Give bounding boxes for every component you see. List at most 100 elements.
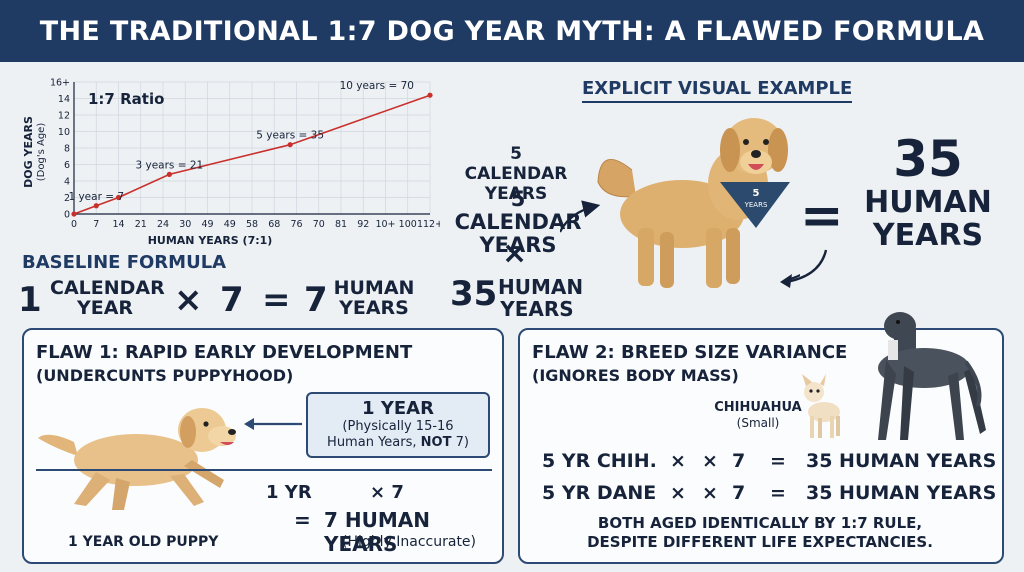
x-axis-label: HUMAN YEARS (7:1) — [148, 234, 273, 247]
formula-result-seven: 7 — [304, 280, 328, 320]
flaw1-row1-right: × 7 — [370, 482, 404, 503]
y-tick-label: 12 — [58, 111, 70, 122]
chart-annotations: 1 year = 7 3 years = 21 5 years = 35 10 yea… — [68, 80, 414, 203]
puppy-caption: 1 YEAR OLD PUPPY — [68, 534, 219, 550]
data-point — [287, 142, 293, 148]
bandana-number: 5 — [753, 188, 760, 199]
row-chihuahua-equals: = — [770, 450, 786, 472]
title-banner: THE TRADITIONAL 1:7 DOG YEAR MYTH: A FLA… — [0, 0, 1024, 62]
five-calendar-years: 5 CALENDAR YEARS — [448, 188, 588, 257]
row-dane-result: 35 HUMAN YEARS — [806, 482, 997, 504]
callout-title: 1 YEAR — [362, 398, 434, 419]
x-tick-label: 92 — [357, 219, 369, 230]
x-tick-label: 0 — [71, 219, 77, 230]
answer-block: 35 HUMAN YEARS — [862, 132, 994, 252]
calendar-years-label: 5 CALENDAR YEARS — [464, 144, 568, 204]
example-heading: EXPLICIT VISUAL EXAMPLE — [582, 78, 853, 103]
y-axis-label: DOG YEARS — [22, 116, 35, 188]
row-chihuahua-times2: × — [702, 450, 718, 472]
chihuahua-label: CHIHUAHUA — [714, 400, 802, 415]
y-axis-sublabel: (Dog's Age) — [36, 123, 47, 182]
data-label: 1 year = 7 — [68, 191, 124, 203]
x-tick-label: 24 — [157, 219, 169, 230]
y-tick-label: 8 — [64, 144, 70, 155]
flaw1-row1-left: 1 YR — [266, 482, 312, 503]
x-tick-label: 49 — [201, 219, 213, 230]
arrow-left-icon — [244, 418, 302, 430]
golden-retriever-illustration: 5 YEARS — [560, 118, 800, 288]
series-line — [73, 94, 431, 215]
data-label: 10 years = 70 — [340, 80, 414, 92]
page-title: THE TRADITIONAL 1:7 DOG YEAR MYTH: A FLA… — [39, 15, 985, 47]
five-number: 5 — [510, 187, 526, 211]
flaw1-panel: FLAW 1: RAPID EARLY DEVELOPMENT (UNDERCU… — [22, 328, 504, 564]
y-tick-label: 2 — [64, 193, 70, 204]
row-chihuahua-name: 5 YR CHIH. — [542, 450, 657, 472]
x-tick-label: 70 — [313, 219, 325, 230]
callout-line2: Human Years, NOT 7) — [308, 435, 488, 451]
formula-calendar: CALENDAR — [50, 277, 165, 299]
callout-line1: (Physically 15-16 — [342, 419, 454, 434]
baseline-formula: 1 CALENDAR YEAR × 7 = 7 HUMAN YEARS — [14, 276, 424, 328]
data-label: 5 years = 35 — [256, 130, 324, 142]
row-dane-times2: × — [702, 482, 718, 504]
flaw1-divider — [36, 469, 492, 471]
data-point — [71, 211, 77, 217]
row-chihuahua-result: 35 HUMAN YEARS — [806, 450, 997, 472]
flaw1-subtitle: (UNDERCUNTS PUPPYHOOD) — [36, 366, 294, 385]
bandana-text: YEARS — [744, 201, 768, 209]
baseline-heading: BASELINE FORMULA — [22, 252, 227, 273]
x-tick-label: 81 — [335, 219, 347, 230]
flaw2-panel: FLAW 2: BREED SIZE VARIANCE (IGNORES BOD… — [518, 312, 1004, 564]
example-times: × — [502, 236, 528, 271]
flaw1-row3: (Highly Inaccurate) — [342, 534, 477, 550]
example-result-number: 35 — [450, 274, 498, 314]
formula-times: × — [174, 280, 203, 320]
data-point — [427, 92, 433, 98]
data-point — [115, 194, 122, 201]
row-dane-seven: 7 — [732, 482, 746, 504]
great-dane-illustration — [878, 312, 986, 440]
ratio-chart: 0 7 14 21 24 30 49 49 58 68 76 70 81 92 10+ 100 112+0246… — [22, 78, 440, 248]
arrow-in-icon — [560, 200, 601, 233]
row-dane-name: 5 YR DANE — [542, 482, 657, 504]
x-tick-label: 7 — [93, 219, 99, 230]
flaw1-callout: 1 YEAR (Physically 15-16 Human Years, NO… — [306, 392, 490, 458]
formula-human: HUMAN — [333, 277, 415, 299]
formula-human-years: HUMAN YEARS — [332, 278, 416, 318]
calendar-years-text: CALENDAR YEARS — [454, 210, 582, 257]
x-tick-label: 100 — [399, 219, 417, 230]
y-tick-label: 14 — [58, 94, 70, 105]
callout-human-years: Human Years, — [327, 435, 417, 450]
flaw2-subtitle: (IGNORES BODY MASS) — [532, 366, 739, 385]
example-equals: = — [800, 186, 844, 246]
y-tick-label: 0 — [64, 210, 70, 221]
answer-number: 35 — [893, 130, 963, 188]
formula-seven: 7 — [220, 280, 244, 320]
formula-calendar-year: CALENDAR YEAR — [50, 277, 165, 319]
conclusion-line2: DESPITE DIFFERENT LIFE EXPECTANCIES. — [587, 533, 933, 551]
flaw2-title: FLAW 2: BREED SIZE VARIANCE — [532, 342, 848, 363]
x-tick-label: 76 — [290, 219, 302, 230]
conclusion-line1: BOTH AGED IDENTICALLY BY 1:7 RULE, — [597, 514, 923, 532]
y-tick-label: 4 — [64, 177, 70, 188]
x-tick-label: 49 — [224, 219, 236, 230]
x-tick-label: 30 — [179, 219, 191, 230]
data-label: 3 years = 21 — [135, 159, 203, 171]
arrow-to-answer-icon — [780, 249, 828, 288]
row-chihuahua-times1: × — [670, 450, 686, 472]
x-tick-label: 112+ — [417, 219, 440, 230]
x-tick-label: 14 — [112, 219, 124, 230]
chart-axes — [73, 82, 430, 215]
callout-not: NOT — [420, 435, 452, 450]
chart-points — [71, 92, 433, 217]
flaw2-conclusion: BOTH AGED IDENTICALLY BY 1:7 RULE, DESPI… — [540, 514, 980, 552]
data-point — [166, 171, 172, 177]
x-tick-label: 21 — [135, 219, 147, 230]
data-point — [93, 203, 99, 209]
formula-year: YEAR — [76, 297, 134, 319]
formula-one: 1 — [18, 280, 42, 320]
formula-equals: = — [262, 280, 291, 320]
y-tick-label: 6 — [64, 160, 70, 171]
row-dane-equals: = — [770, 482, 786, 504]
